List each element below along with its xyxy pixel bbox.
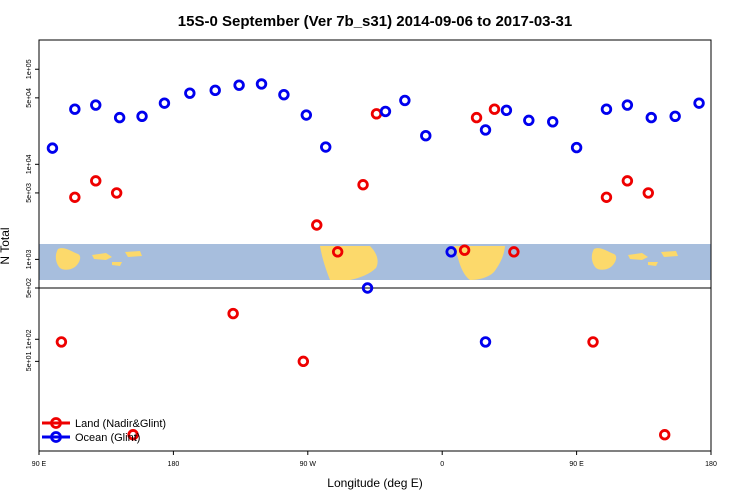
land-data-point bbox=[90, 175, 102, 187]
x-tick-label: 180 bbox=[705, 461, 717, 468]
y-axis-label: N Total bbox=[0, 227, 12, 264]
ocean-data-point bbox=[479, 336, 492, 348]
x-tick-label: 90 W bbox=[300, 461, 317, 468]
land-data-point bbox=[587, 336, 599, 348]
x-tick-label: 90 E bbox=[32, 461, 47, 468]
y-tick-label: 5e+02 bbox=[26, 278, 33, 298]
ocean-data-point bbox=[184, 87, 196, 99]
ocean-data-point bbox=[547, 116, 559, 128]
land-data-point bbox=[458, 244, 471, 256]
land-data-point bbox=[297, 355, 310, 368]
land-data-point bbox=[357, 179, 369, 191]
y-axis-lower: 5e+01 1e+02 bbox=[26, 329, 39, 371]
ocean-data-point bbox=[523, 114, 535, 127]
y-tick-label: 5e+04 bbox=[26, 88, 33, 108]
map-land-indonesia-right bbox=[628, 251, 678, 266]
ocean-data-point bbox=[445, 246, 457, 258]
chart-title: 15S-0 September (Ver 7b_s31) 2014-09-06 … bbox=[178, 13, 572, 30]
ocean-data-point bbox=[621, 99, 634, 111]
data-points bbox=[46, 78, 705, 441]
ocean-data-point bbox=[479, 124, 492, 136]
ocean-data-point bbox=[645, 111, 657, 124]
y-tick-label: 1e+02 bbox=[26, 329, 33, 349]
y-tick-label: 5e+03 bbox=[26, 183, 33, 203]
land-data-point bbox=[55, 336, 68, 348]
ocean-data-point bbox=[90, 99, 102, 111]
ocean-data-point bbox=[209, 84, 221, 97]
legend-land-label: Land (Nadir&Glint) bbox=[75, 418, 166, 430]
x-axis-label: Longitude (deg E) bbox=[327, 476, 422, 490]
plot-frame bbox=[38, 39, 712, 452]
ocean-data-point bbox=[113, 111, 126, 124]
land-data-point bbox=[508, 246, 520, 258]
ocean-data-point bbox=[46, 142, 59, 154]
ocean-data-point bbox=[233, 79, 245, 91]
map-land-australia-left bbox=[55, 248, 81, 270]
ocean-data-point bbox=[255, 78, 268, 90]
land-data-point bbox=[659, 429, 671, 441]
y-tick-label: 1e+05 bbox=[26, 59, 33, 79]
land-data-point bbox=[311, 219, 323, 231]
ocean-data-point bbox=[693, 97, 705, 109]
land-data-point bbox=[110, 187, 123, 199]
ocean-data-point bbox=[69, 103, 81, 115]
x-tick-label: 90 E bbox=[569, 461, 584, 468]
ocean-data-point bbox=[379, 105, 392, 118]
legend: Land (Nadir&Glint) Ocean (Glint) bbox=[42, 417, 166, 444]
land-data-point bbox=[642, 187, 654, 199]
land-data-point bbox=[470, 111, 483, 124]
x-tick-label: 0 bbox=[440, 461, 444, 468]
ocean-data-point bbox=[570, 141, 583, 154]
legend-ocean-marker bbox=[50, 431, 62, 443]
y-tick-label: 5e+01 bbox=[26, 351, 33, 371]
ocean-data-point bbox=[278, 88, 290, 101]
land-data-point bbox=[621, 175, 634, 187]
ocean-data-point bbox=[320, 141, 332, 153]
land-data-point bbox=[69, 191, 81, 203]
land-data-point bbox=[488, 103, 501, 115]
y-tick-label: 1e+04 bbox=[26, 154, 33, 174]
x-tick-label: 180 bbox=[168, 461, 180, 468]
map-land-australia-right bbox=[591, 248, 617, 270]
legend-land-marker bbox=[50, 417, 62, 429]
legend-ocean-label: Ocean (Glint) bbox=[75, 432, 140, 444]
land-data-point bbox=[227, 307, 239, 320]
ocean-data-point bbox=[399, 94, 411, 107]
ocean-data-point bbox=[158, 97, 171, 109]
ocean-data-point bbox=[361, 282, 374, 294]
land-data-point bbox=[331, 246, 344, 258]
x-axis: 90 E 180 90 W 0 90 E 180 bbox=[32, 451, 717, 468]
map-land-indonesia-left bbox=[92, 251, 142, 266]
ocean-data-point bbox=[300, 109, 313, 121]
ocean-data-point bbox=[500, 104, 513, 116]
y-tick-label: 1e+03 bbox=[26, 249, 33, 269]
land-data-point bbox=[600, 191, 613, 203]
y-axis-upper: 5e+02 1e+03 5e+03 1e+04 5e+04 1e+05 bbox=[26, 59, 39, 298]
ocean-data-point bbox=[420, 129, 432, 142]
world-map-strip bbox=[39, 244, 711, 280]
ocean-data-point bbox=[669, 110, 681, 122]
ocean-data-point bbox=[600, 103, 613, 115]
land-data-point bbox=[127, 429, 139, 441]
ocean-data-point bbox=[136, 110, 148, 122]
